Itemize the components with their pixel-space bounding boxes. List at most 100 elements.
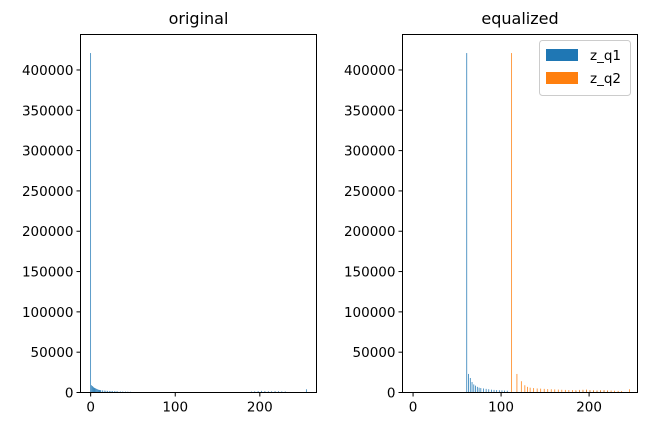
z_q1-bar: [498, 390, 500, 393]
z_q2-bar: [571, 390, 573, 393]
axes-frame-original: [80, 34, 317, 393]
z_q2-bar: [547, 389, 549, 393]
z_q2-bar: [533, 388, 535, 393]
z_q1-bar: [485, 388, 487, 393]
z_q2-bar: [579, 389, 580, 393]
z_q1-bar: [483, 388, 484, 393]
panel-title-original: original: [169, 9, 229, 28]
z_q1-bar: [475, 385, 476, 393]
y-tick-label: 200000: [344, 224, 396, 240]
z_q2-bar: [557, 389, 559, 393]
z_q2-bar: [568, 390, 570, 393]
z_q1-bar: [476, 386, 478, 393]
original-bar: [91, 385, 92, 393]
original-bars: [90, 53, 307, 393]
z_q1-bar: [480, 388, 482, 393]
y-tick-label: 250000: [344, 184, 396, 200]
original-bar: [119, 391, 121, 393]
y-tick-label: 400000: [22, 63, 74, 79]
z_q2-bar: [617, 390, 619, 393]
legend: z_q1 z_q2: [539, 40, 631, 96]
z_q2-bar: [520, 381, 522, 393]
original-bar: [97, 389, 99, 393]
z_q1-bar: [471, 382, 473, 393]
x-tick-label: 200: [247, 400, 273, 416]
y-tick-label: 400000: [344, 63, 396, 79]
equalized-panel: equalized 0 100 200 0 50000 100000 150000 2000…: [344, 9, 638, 416]
original-bar: [112, 391, 113, 393]
z_q2-bar: [629, 389, 630, 393]
z_q2-bar: [564, 389, 566, 393]
y-tick-label: 350000: [344, 103, 396, 119]
z_q2-bar: [610, 390, 612, 393]
original-bar: [115, 391, 117, 393]
z_q2-bar: [586, 389, 587, 393]
y-tick-label: 350000: [22, 103, 74, 119]
z_q2-bar: [550, 389, 552, 393]
z_q1-bar: [469, 377, 471, 393]
z_q1-bar: [488, 389, 490, 393]
z_q1-bar: [501, 390, 503, 393]
original-bar: [305, 389, 307, 393]
original-bar: [90, 53, 92, 393]
x-tick-label: 100: [488, 400, 514, 416]
original-bar: [271, 391, 273, 393]
y-tick-label: 0: [65, 386, 74, 402]
z_q2-bar: [529, 387, 531, 393]
z_q2-bar: [603, 390, 605, 393]
z_q2-bar: [543, 388, 545, 393]
legend-label-z_q1: z_q1: [590, 48, 621, 64]
original-bar: [97, 389, 98, 393]
original-bar: [95, 388, 97, 393]
original-bar: [93, 387, 95, 393]
original-bar: [274, 391, 276, 393]
z_q2-bar: [621, 391, 623, 393]
legend-label-z_q2: z_q2: [590, 71, 621, 87]
original-bar: [110, 391, 112, 393]
original-bar: [284, 391, 286, 393]
z_q2-bar: [536, 388, 538, 393]
original-bar: [105, 390, 107, 393]
y-tick-label: 250000: [22, 184, 74, 200]
original-bar: [94, 388, 96, 393]
z_q2-bar: [607, 390, 608, 393]
z_q1-bar: [468, 373, 469, 393]
original-bar: [113, 391, 115, 393]
original-bar: [264, 391, 266, 393]
x-tick-label: 0: [409, 400, 418, 416]
original-bar: [92, 386, 94, 393]
z_q1-bar: [504, 390, 505, 393]
original-bar: [281, 391, 283, 393]
original-bar: [102, 390, 103, 393]
z_q2-bar: [516, 373, 518, 393]
original-bar: [107, 390, 108, 393]
z_q2-bar: [593, 390, 594, 393]
z_q2-bar: [575, 390, 577, 393]
original-bar: [103, 390, 105, 393]
z_q2-bar: [589, 390, 591, 393]
original-bar: [257, 391, 259, 393]
z_q1-bar: [496, 390, 498, 393]
axes-frame-equalized: [402, 34, 638, 393]
z_q2-bar: [582, 389, 584, 393]
original-bar: [91, 386, 93, 393]
z_q2-bar: [614, 390, 615, 393]
original-bar: [278, 391, 279, 393]
y-tick-label: 200000: [22, 224, 74, 240]
original-bar: [98, 389, 100, 393]
legend-swatch-z_q2: [546, 72, 578, 84]
original-panel: original 0 100 200 0 50000 100000 150000 20000…: [22, 9, 317, 416]
z_q2-bar: [524, 385, 526, 393]
original-bar: [108, 390, 110, 393]
y-tick-label: 50000: [353, 345, 396, 361]
original-bar: [100, 390, 102, 393]
z_q1-bar: [493, 389, 495, 393]
z_q2-bar: [600, 390, 601, 393]
y-tick-label: 100000: [344, 305, 396, 321]
z_q2-bar: [554, 389, 556, 393]
z_q1-bar: [506, 390, 508, 393]
panel-title-equalized: equalized: [481, 9, 558, 28]
z_q1-bar: [466, 53, 468, 393]
x-tick-label: 200: [576, 400, 602, 416]
